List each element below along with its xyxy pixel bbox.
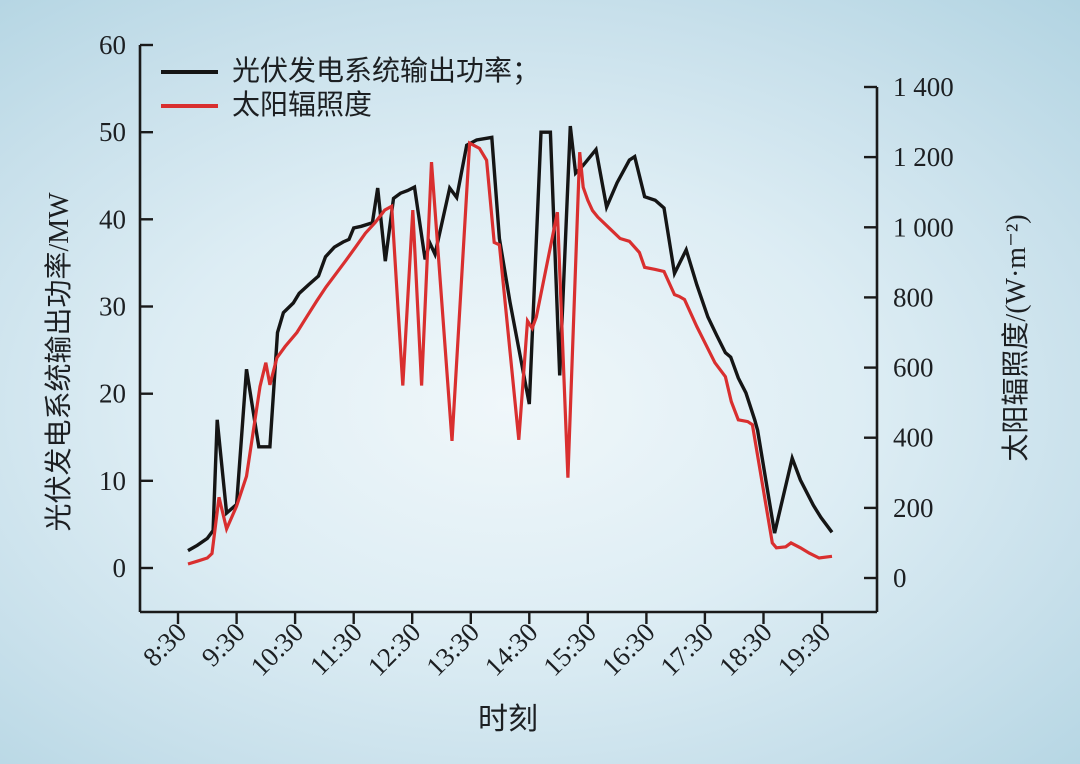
left-tick-label: 30 [99,292,126,322]
x-tick-label: 15:30 [537,617,602,682]
x-tick-label: 18:30 [713,617,778,682]
right-tick-label: 1 200 [893,142,954,172]
right-tick-label: 800 [893,282,934,312]
x-tick-label: 16:30 [596,617,661,682]
x-axis-title: 时刻 [478,703,538,736]
right-tick-label: 200 [893,493,934,523]
legend-line-swatch-red [161,104,218,108]
x-tick-label: 13:30 [420,617,485,682]
axes [138,45,879,614]
x-tick-label: 8:30 [137,617,192,672]
x-axis-ticks: 8:30 9:3010:3011:3012:3013:3014:3015:3016… [137,612,836,682]
left-tick-label: 50 [99,117,126,147]
irradiance-line [187,140,833,566]
left-tick-label: 0 [113,553,127,583]
right-tick-label: 0 [893,563,907,593]
series [187,125,834,566]
left-tick-label: 60 [99,30,126,60]
left-axis-ticks: 0 10 20 30 40 50 60 [99,30,153,583]
x-tick-label: 10:30 [245,617,310,682]
legend-item-irradiance: 太阳辐照度 [161,89,540,123]
x-tick-label: 12:30 [362,617,427,682]
legend-label-pv-power: 光伏发电系统输出功率； [232,56,541,87]
right-tick-label: 1 400 [893,72,954,102]
right-axis-ticks: 0 200 400 600 800 1 000 1 200 1 400 [864,72,954,593]
left-axis-title: 光伏发电系统输出功率/MW [44,192,75,532]
right-axis-title: 太阳辐照度/(W·m⁻²) [1001,214,1032,462]
x-tick-label: 19:30 [772,617,837,682]
x-tick-label: 17:30 [654,617,719,682]
legend: 光伏发电系统输出功率； 太阳辐照度 [161,55,540,123]
right-tick-label: 600 [893,353,934,383]
right-tick-label: 1 000 [893,212,954,242]
left-tick-label: 20 [99,379,126,409]
pv-power-line [187,125,834,553]
x-tick-label: 14:30 [479,617,544,682]
x-tick-label: 11:30 [304,617,368,681]
right-tick-label: 400 [893,423,934,453]
legend-label-irradiance: 太阳辐照度 [232,90,373,121]
left-tick-label: 10 [99,466,126,496]
x-tick-label: 9:30 [196,617,251,672]
left-tick-label: 40 [99,204,126,234]
legend-item-pv-power: 光伏发电系统输出功率； [161,55,540,89]
legend-line-swatch-black [161,70,218,74]
